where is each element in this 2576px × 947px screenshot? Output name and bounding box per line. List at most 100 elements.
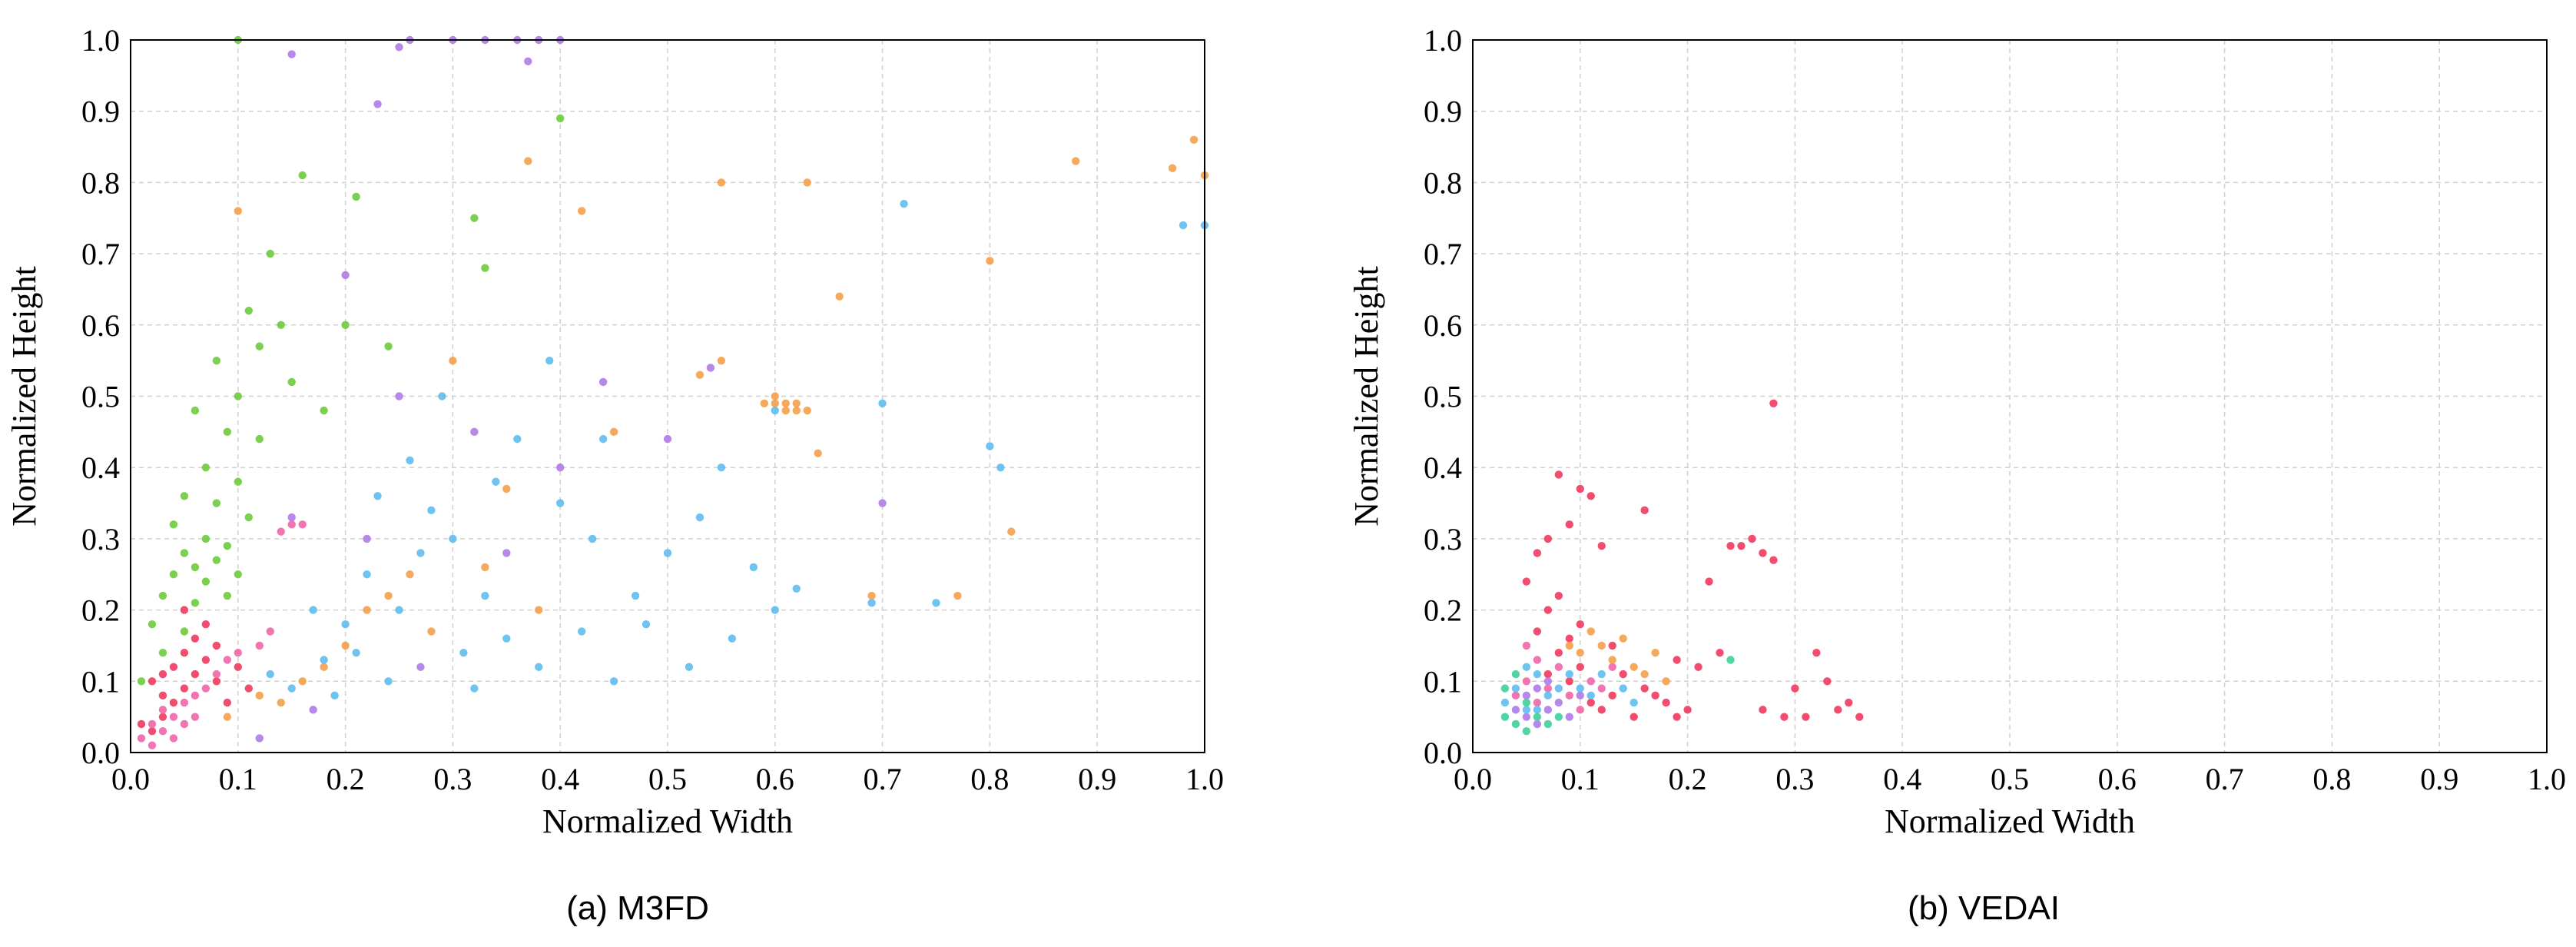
chart-m3fd-point [792,399,801,407]
chart-m3fd-x-tick-label: 0.5 [648,762,687,796]
chart-m3fd-point [255,734,264,743]
chart-m3fd-point [320,663,328,671]
chart-m3fd-point [932,599,940,607]
chart-m3fd-point [341,271,350,280]
chart-vedai-point [1576,649,1584,657]
chart-m3fd-point [223,656,232,664]
chart-m3fd-point [395,43,403,52]
chart-m3fd-point [201,534,211,543]
chart-vedai-point [1576,620,1584,629]
chart-m3fd-point [137,677,146,686]
chart-m3fd-point [695,370,705,379]
chart-m3fd-point [481,563,489,572]
chart-m3fd-point [867,599,876,607]
chart-m3fd-point [255,641,264,650]
chart-m3fd-point [169,698,178,707]
chart-m3fd-point [1072,157,1080,165]
chart-m3fd-point [803,406,811,415]
chart-m3fd-y-tick-label: 0.1 [81,664,120,699]
chart-vedai-point [1619,684,1627,693]
chart-m3fd-y-tick-label: 0.6 [81,308,120,343]
chart-vedai-point [1565,520,1574,529]
chart-vedai-point [1597,684,1606,693]
chart-m3fd-point [438,392,446,400]
chart-m3fd-y-tick-label: 0.7 [81,237,120,271]
chart-m3fd-point [234,207,242,215]
chart-vedai-x-tick-label: 0.0 [1454,762,1492,796]
chart-m3fd-point [771,406,779,415]
chart-vedai-point [1662,698,1670,707]
chart-m3fd-point [244,684,253,693]
chart-m3fd-point [330,691,339,700]
chart-vedai-point [1586,627,1595,636]
chart-vedai-y-tick-label: 0.5 [1424,380,1462,414]
chart-m3fd-point [223,427,232,437]
chart-m3fd-point [158,670,167,679]
chart-m3fd-point [867,591,876,600]
chart-vedai-point [1554,470,1563,479]
chart-vedai-x-tick-label: 0.6 [2098,762,2137,796]
chart-vedai-point [1640,670,1649,679]
chart-m3fd-point [255,434,264,444]
chart-vedai-point [1576,484,1584,493]
chart-m3fd-point [158,726,167,736]
chart-m3fd-x-tick-label: 0.6 [756,762,794,796]
chart-vedai-point [1683,706,1692,714]
chart-m3fd-point [384,677,393,686]
chart-vedai-point [1597,670,1606,679]
chart-m3fd-point [212,677,221,686]
chart-vedai-x-tick-label: 0.1 [1561,762,1600,796]
chart-m3fd-point [201,684,211,693]
chart-vedai-point [1651,691,1659,700]
chart-m3fd-point [191,599,200,607]
chart-m3fd-y-tick-label: 0.0 [81,736,120,770]
chart-m3fd-point [352,649,360,657]
chart-m3fd-point [470,427,479,437]
chart-vedai-point [1511,684,1520,693]
chart-m3fd-point [137,719,146,729]
chart-m3fd-point [191,634,200,643]
chart-m3fd-point [277,527,285,536]
chart-vedai-x-tick-label: 0.4 [1883,762,1921,796]
chart-vedai-point [1759,549,1767,557]
chart-vedai-y-tick-label: 0.0 [1424,736,1462,770]
chart-m3fd-point [470,684,479,693]
chart-vedai-point [1565,670,1574,679]
chart-m3fd-point [427,506,436,515]
chart-vedai-point [1565,691,1574,700]
chart-vedai-point [1576,684,1584,693]
chart-m3fd-point [148,719,157,729]
chart-m3fd-point [287,513,296,522]
chart-vedai-point [1780,713,1789,721]
chart-m3fd-point [148,677,157,686]
chart-m3fd-point [158,706,167,714]
chart-m3fd-point [373,492,382,500]
chart-vedai-point [1597,706,1606,714]
chart-vedai-y-tick-label: 0.6 [1424,308,1462,343]
chart-m3fd-point [384,342,393,351]
chart-m3fd-point [148,726,157,736]
chart-m3fd-point [352,192,360,201]
chart-vedai-x-tick-label: 0.7 [2206,762,2244,796]
chart-vedai-point [1629,713,1638,721]
chart-vedai-point [1533,684,1542,693]
chart-m3fd-point [191,713,200,721]
chart-vedai-y-axis-label: Normalized Height [1348,266,1385,526]
chart-m3fd-point [556,114,565,123]
chart-m3fd-point [363,606,371,614]
chart-m3fd-point [212,356,221,365]
chart-m3fd-point [180,684,189,693]
chart-m3fd-point [287,684,296,693]
chart-m3fd-point [986,442,994,450]
chart-m3fd-point [900,200,908,208]
chart-m3fd-point [524,157,532,165]
chart-vedai-point [1565,641,1574,650]
chart-m3fd-point [298,677,307,686]
chart-m3fd-point [169,520,178,529]
chart-vedai-point [1543,719,1553,729]
chart-vedai-point [1554,713,1563,721]
chart-vedai-point [1543,706,1553,714]
chart-m3fd-point [266,249,274,258]
chart-m3fd-point [986,257,994,265]
chart-vedai-point [1522,706,1531,714]
